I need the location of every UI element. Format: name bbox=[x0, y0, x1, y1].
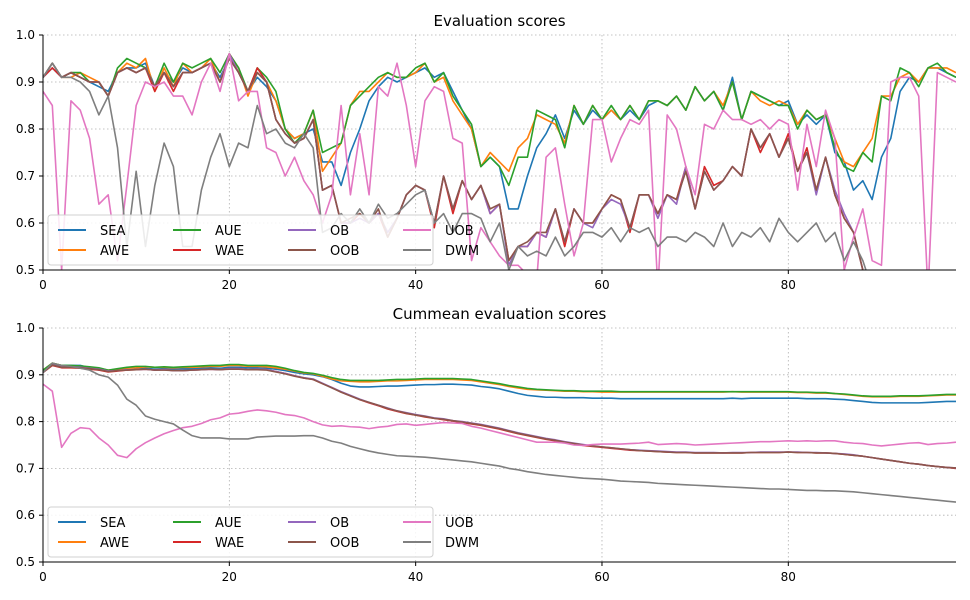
legend-label-uob: UOB bbox=[445, 516, 474, 531]
legend-label-wae: WAE bbox=[215, 536, 244, 551]
x-tick-label: 80 bbox=[781, 278, 796, 292]
series-line-sea bbox=[43, 364, 956, 404]
legend-label-ob: OB bbox=[330, 224, 349, 239]
legend-label-wae: WAE bbox=[215, 244, 244, 259]
x-tick-label: 40 bbox=[408, 570, 423, 584]
x-tick-label: 20 bbox=[222, 570, 237, 584]
series-line-aue bbox=[43, 362, 956, 398]
legend-label-uob: UOB bbox=[445, 224, 474, 239]
x-tick-label: 60 bbox=[594, 278, 609, 292]
legend-label-oob: OOB bbox=[330, 244, 359, 259]
legend-label-dwm: DWM bbox=[445, 244, 479, 259]
y-tick-label: 0.6 bbox=[16, 508, 35, 522]
legend-label-awe: AWE bbox=[100, 536, 129, 551]
x-tick-label: 40 bbox=[408, 278, 423, 292]
legend-label-ob: OB bbox=[330, 516, 349, 531]
series-line-oob bbox=[43, 57, 864, 270]
y-tick-label: 0.9 bbox=[16, 368, 35, 382]
y-tick-label: 1.0 bbox=[16, 321, 35, 335]
series-line-uob bbox=[43, 383, 956, 459]
series-line-awe bbox=[43, 362, 956, 398]
x-tick-label: 80 bbox=[781, 570, 796, 584]
legend: SEA AWE AUE WAE OB OOB UOB DWM bbox=[47, 506, 479, 558]
x-tick-label: 20 bbox=[222, 278, 237, 292]
y-tick-label: 0.7 bbox=[16, 461, 35, 475]
series-line-uob bbox=[43, 52, 956, 270]
legend-label-awe: AWE bbox=[100, 244, 129, 259]
legend-label-aue: AUE bbox=[215, 516, 242, 531]
series-line-oob bbox=[43, 364, 956, 469]
y-tick-label: 0.8 bbox=[16, 122, 35, 136]
legend-label-oob: OOB bbox=[330, 536, 359, 551]
legend-label-sea: SEA bbox=[100, 224, 125, 239]
legend-frame bbox=[47, 214, 434, 266]
legend-frame bbox=[47, 506, 434, 558]
chart-title: Cummean evaluation scores bbox=[393, 305, 607, 323]
y-tick-label: 0.5 bbox=[16, 555, 35, 569]
series-line-dwm bbox=[43, 362, 956, 503]
y-tick-label: 0.6 bbox=[16, 216, 35, 230]
y-tick-label: 0.8 bbox=[16, 415, 35, 429]
chart-title: Evaluation scores bbox=[433, 12, 565, 30]
y-tick-label: 0.7 bbox=[16, 169, 35, 183]
y-tick-label: 1.0 bbox=[16, 28, 35, 42]
x-tick-label: 0 bbox=[39, 278, 47, 292]
legend: SEA AWE AUE WAE OB OOB UOB DWM bbox=[47, 214, 479, 266]
legend-label-sea: SEA bbox=[100, 516, 125, 531]
series-line-aue bbox=[43, 52, 956, 187]
x-tick-label: 60 bbox=[594, 570, 609, 584]
x-tick-label: 0 bbox=[39, 570, 47, 584]
chart-panel-1: 0 20 40 60 80 0.5 0.6 0.7 0.8 0.9 1.0 Evaluation sc… bbox=[16, 12, 956, 292]
chart-panel-2: 0 20 40 60 80 0.5 0.6 0.7 0.8 0.9 1.0 Cummean evalu… bbox=[16, 305, 956, 584]
legend-label-dwm: DWM bbox=[445, 536, 479, 551]
y-tick-label: 0.9 bbox=[16, 75, 35, 89]
y-tick-label: 0.5 bbox=[16, 263, 35, 277]
legend-label-aue: AUE bbox=[215, 224, 242, 239]
